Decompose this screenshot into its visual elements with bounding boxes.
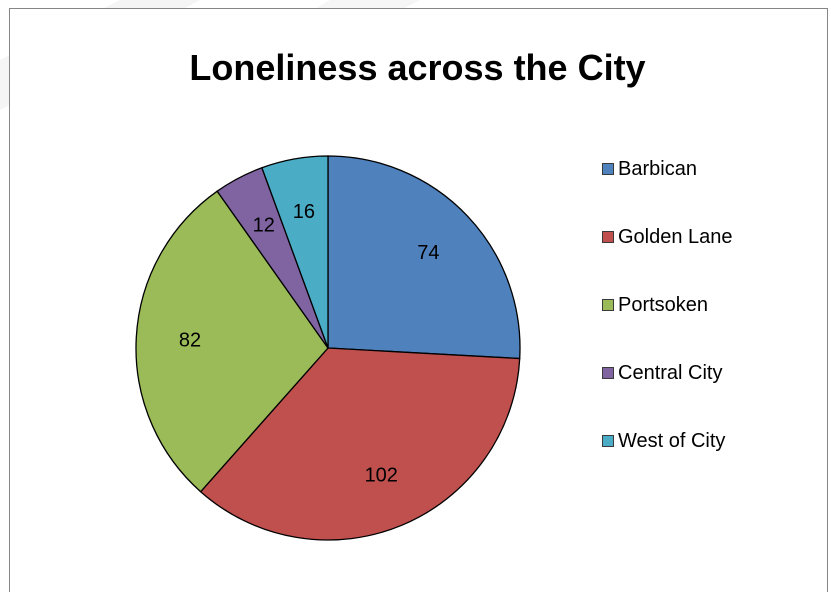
legend-item-west-of-city: West of City bbox=[602, 429, 725, 453]
chart-title: Loneliness across the City bbox=[189, 47, 646, 88]
legend-swatch bbox=[602, 435, 614, 447]
legend-item-golden-lane: Golden Lane bbox=[602, 225, 733, 249]
data-label-golden-lane: 102 bbox=[365, 465, 398, 487]
legend-swatch bbox=[602, 299, 614, 311]
data-label-west-of-city: 16 bbox=[293, 201, 315, 223]
data-label-barbican: 74 bbox=[417, 242, 439, 264]
pie-slice-portsoken bbox=[135, 190, 329, 493]
pie-slice-golden-lane bbox=[199, 347, 521, 541]
legend-label: Golden Lane bbox=[618, 225, 733, 248]
legend-label: Portsoken bbox=[618, 293, 709, 316]
legend-swatch bbox=[602, 231, 614, 243]
chart-area: Loneliness across the City 74 102 82 12 16 B… bbox=[9, 8, 828, 592]
pie-chart: 74 102 82 12 16 bbox=[135, 155, 521, 541]
legend-swatch bbox=[602, 367, 614, 379]
legend-label: West of City bbox=[618, 429, 726, 452]
chart-legend: Barbican Golden Lane Portsoken Central City… bbox=[602, 9, 822, 569]
pie-slice-west-of-city bbox=[261, 155, 329, 349]
data-label-portsoken: 82 bbox=[179, 329, 201, 351]
pie-slice-barbican bbox=[327, 155, 521, 360]
legend-item-portsoken: Portsoken bbox=[602, 293, 708, 317]
pie-data-labels: 74 102 82 12 16 bbox=[179, 201, 440, 487]
legend-swatch bbox=[602, 163, 614, 175]
legend-label: Central City bbox=[618, 361, 723, 384]
data-label-central-city: 12 bbox=[253, 215, 275, 237]
legend-item-central-city: Central City bbox=[602, 361, 722, 385]
legend-label: Barbican bbox=[618, 157, 697, 180]
legend-item-barbican: Barbican bbox=[602, 157, 697, 181]
pie-slices bbox=[135, 155, 521, 541]
